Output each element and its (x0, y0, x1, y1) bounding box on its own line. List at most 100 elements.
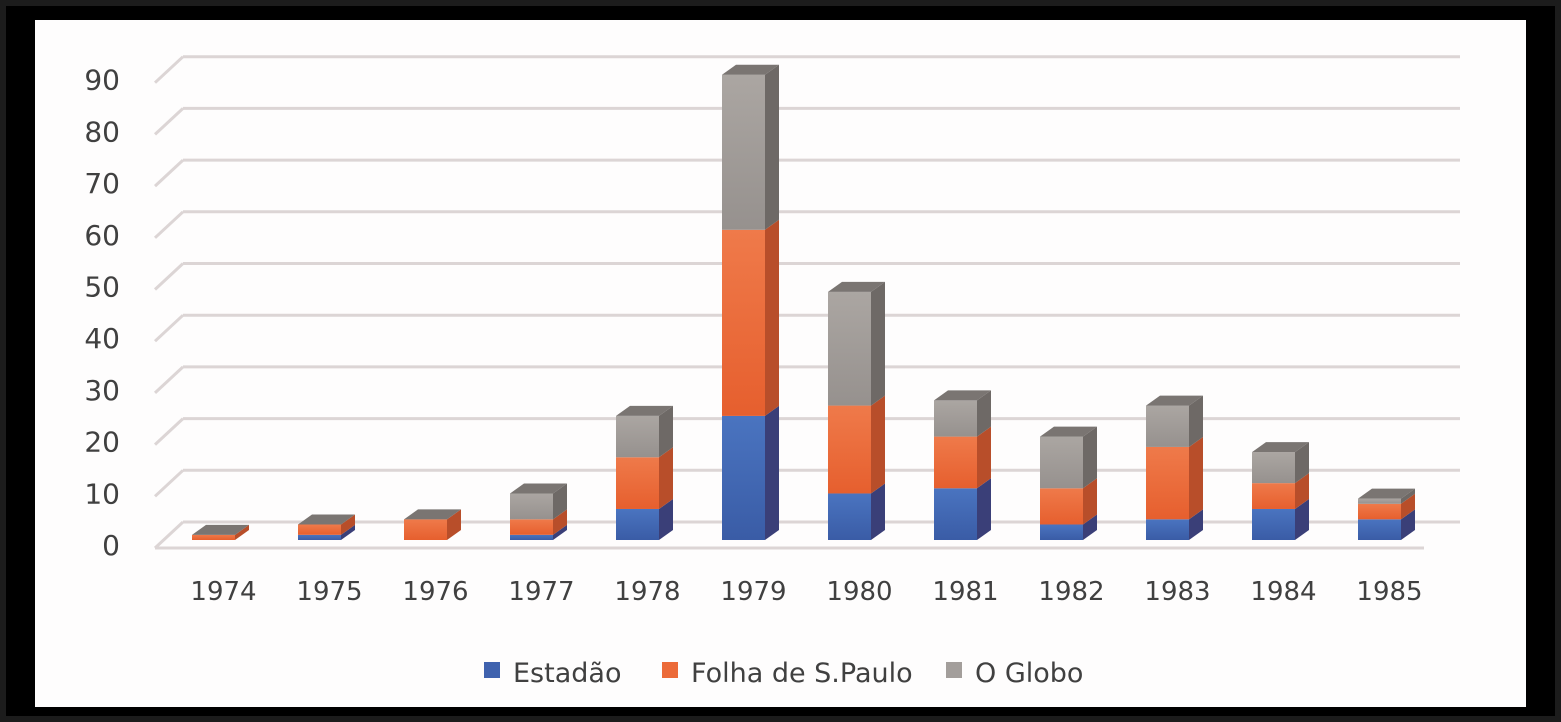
bar-side-O Globo (1189, 395, 1203, 447)
bar-side-Estadão (1295, 498, 1309, 540)
bar-side-Estadão (977, 478, 991, 540)
bar-stack-1984 (1252, 442, 1309, 540)
bar-segment (1252, 452, 1295, 484)
x-tick-label: 1974 (190, 577, 256, 607)
bar-segment (1146, 405, 1189, 447)
bar-stack-1976 (404, 509, 461, 540)
bar-segment (722, 229, 765, 416)
bar-side-Folha de S.Paulo (447, 509, 461, 540)
bar-side-Estadão (1083, 514, 1097, 540)
bar-segment (616, 457, 659, 509)
bar-segment (404, 519, 447, 540)
bar-side-Folha de S.Paulo (1083, 478, 1097, 525)
bar-segment (1358, 498, 1401, 504)
bar-top (934, 390, 991, 401)
bar-segment (1146, 446, 1189, 520)
bar-segment (1252, 483, 1295, 509)
x-tick-label: 1979 (720, 577, 786, 607)
bar-segment (1040, 524, 1083, 540)
bar-side-O Globo (765, 64, 779, 230)
bar-segment (1358, 519, 1401, 540)
bar-segment (1252, 508, 1295, 540)
bar-segment (934, 488, 977, 540)
legend-swatch (484, 662, 500, 678)
x-tick-label: 1983 (1144, 577, 1210, 607)
chart-area: 0 10 20 30 40 50 60 70 80 90 1974 1975 1976 1977 1978… (35, 20, 1526, 707)
y-tick-label: 30 (84, 374, 120, 407)
legend-item-Folha de S.Paulo: Folha de S.Paulo (662, 658, 913, 689)
legend-label: Folha de S.Paulo (691, 658, 913, 689)
bar-segment (722, 74, 765, 230)
bar-side-Folha de S.Paulo (871, 395, 885, 494)
bar-side-Folha de S.Paulo (1295, 473, 1309, 509)
y-tick-label: 0 (102, 529, 120, 562)
bar-top (1252, 442, 1309, 453)
bar-side-Estadão (341, 524, 355, 540)
x-tick-label: 1980 (826, 577, 892, 607)
bar-stack-1982 (1040, 426, 1097, 540)
bar-segment (1040, 488, 1083, 525)
bar-segment (192, 534, 235, 540)
bar-segment (616, 415, 659, 458)
bar-segment (1040, 436, 1083, 489)
bar-segment (1358, 503, 1401, 520)
bar-top (1358, 488, 1415, 499)
bar-side-Estadão (1401, 509, 1415, 540)
bar-stack-1980 (828, 281, 885, 540)
bar-side-Estadão (553, 524, 567, 540)
bar-side-O Globo (977, 390, 991, 437)
bar-segment (1146, 519, 1189, 540)
x-tick-label: 1975 (296, 577, 362, 607)
legend-swatch (946, 662, 962, 678)
bar-segment (828, 493, 871, 540)
x-tick-label: 1981 (932, 577, 998, 607)
bar-segment (934, 400, 977, 437)
legend-item-Estadão: Estadão (484, 658, 621, 689)
bar-side-O Globo (553, 483, 567, 520)
bar-segment (510, 519, 553, 535)
bar-side-Estadão (1189, 509, 1203, 540)
bar-side-O Globo (871, 281, 885, 406)
y-tick-label: 50 (84, 271, 120, 304)
bar-stack-1978 (616, 405, 673, 540)
bar-stack-1985 (1358, 488, 1415, 540)
bar-top (298, 514, 355, 525)
bar-side-Folha de S.Paulo (553, 509, 567, 535)
y-tick-label: 40 (84, 322, 120, 355)
bar-side-Folha de S.Paulo (1401, 493, 1415, 520)
bar-segment (298, 524, 341, 535)
y-tick-label: 60 (84, 219, 120, 252)
bar-top (404, 509, 461, 520)
y-tick-label: 10 (84, 477, 120, 510)
bar-segment (510, 534, 553, 540)
bar-top (1146, 395, 1203, 406)
bar-segment (722, 415, 765, 540)
legend-label: Estadão (513, 658, 621, 689)
bar-top (616, 405, 673, 416)
y-tick-label: 20 (84, 426, 120, 459)
bar-stack-1981 (934, 390, 991, 540)
x-axis: 1974 1975 1976 1977 1978 1979 1980 1981 1982 1983… (190, 577, 1422, 607)
gridlines (153, 55, 1460, 550)
legend: Estadão Folha de S.Paulo O Globo (484, 658, 1083, 689)
bar-side-Folha de S.Paulo (341, 514, 355, 535)
y-tick-label: 90 (84, 64, 120, 97)
legend-swatch (662, 662, 678, 678)
bar-stack-1983 (1146, 395, 1203, 540)
bar-side-Folha de S.Paulo (235, 524, 249, 540)
bar-side-Folha de S.Paulo (1189, 436, 1203, 520)
bar-stack-1977 (510, 483, 567, 540)
bar-side-Folha de S.Paulo (977, 426, 991, 489)
bar-side-Estadão (871, 483, 885, 540)
bar-top (192, 524, 249, 535)
x-tick-label: 1977 (508, 577, 574, 607)
bar-segment (934, 436, 977, 489)
bar-stack-1979 (722, 64, 779, 540)
bar-segment (828, 291, 871, 406)
bar-stack-1975 (298, 514, 355, 540)
stacked-3d-bar-chart: 0 10 20 30 40 50 60 70 80 90 1974 1975 1976 1977 1978… (84, 55, 1460, 689)
x-tick-label: 1984 (1250, 577, 1316, 607)
bar-top (510, 483, 567, 494)
y-tick-label: 80 (84, 115, 120, 148)
